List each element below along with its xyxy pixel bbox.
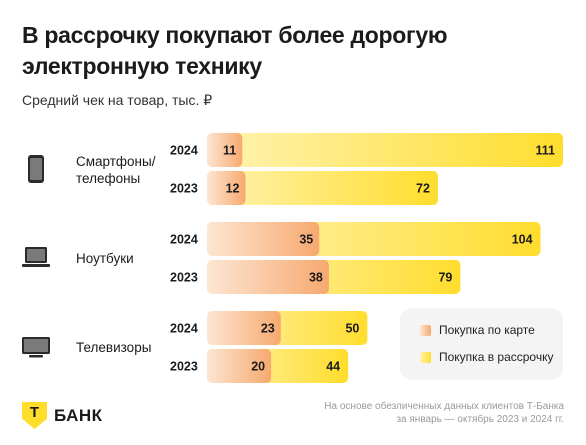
year-label: 2024	[170, 233, 198, 247]
bar-card	[207, 133, 243, 167]
data-label-installment: 79	[438, 271, 452, 285]
laptop-screen	[27, 249, 45, 261]
laptop-base	[22, 264, 50, 267]
shield-icon: Т	[22, 402, 47, 429]
bar-card	[207, 311, 281, 345]
data-label-card: 35	[299, 233, 313, 247]
footnote-line-1: На основе обезличенных данных клиентов Т…	[324, 401, 564, 412]
tv-screen	[24, 339, 48, 352]
data-label-card: 23	[261, 322, 275, 336]
data-label-card: 12	[226, 182, 240, 196]
legend-item-card: Покупка по карте	[420, 323, 535, 337]
legend-swatch-card	[420, 324, 431, 336]
logo-text: БАНК	[54, 405, 103, 425]
category-label: Смартфоны/телефоны	[76, 154, 156, 186]
legend-label-card: Покупка по карте	[439, 323, 535, 337]
year-label: 2023	[170, 182, 198, 196]
year-label: 2023	[170, 360, 198, 374]
legend-swatch-installment	[420, 351, 431, 363]
category-label-line: телефоны	[76, 171, 140, 186]
data-label-installment: 44	[326, 360, 340, 374]
bar-card	[207, 171, 246, 205]
footnote: На основе обезличенных данных клиентов Т…	[304, 400, 564, 426]
data-label-card: 20	[251, 360, 265, 374]
bar-card	[207, 349, 272, 383]
year-label: 2023	[170, 271, 198, 285]
data-label-installment: 111	[536, 144, 556, 158]
data-label-installment: 104	[512, 233, 533, 247]
tv-icon	[22, 337, 50, 358]
year-label: 2024	[170, 322, 198, 336]
data-label-installment: 72	[416, 182, 430, 196]
laptop-icon	[22, 247, 50, 267]
data-label-installment: 50	[345, 322, 359, 336]
chart-subtitle: Средний чек на товар, тыс. ₽	[22, 92, 213, 108]
data-label-card: 38	[309, 271, 323, 285]
tv-stand	[29, 355, 43, 358]
data-label-card: 11	[223, 144, 236, 158]
bar-installment	[207, 171, 438, 205]
chart-title: В рассрочку покупают более дорогую элект…	[22, 22, 448, 79]
smartphone-screen	[30, 158, 42, 180]
category-label: Телевизоры	[76, 340, 151, 355]
tbank-logo: Т БАНК	[22, 402, 103, 429]
category-label: Ноутбуки	[76, 251, 134, 266]
legend: Покупка по карте Покупка в рассрочку	[400, 308, 563, 380]
legend-label-installment: Покупка в рассрочку	[439, 350, 554, 364]
category-label-line: Смартфоны/	[76, 154, 156, 169]
footnote-line-2: за январь — октябрь 2023 и 2024 гг.	[396, 414, 564, 425]
year-label: 2024	[170, 144, 198, 158]
logo-letter: Т	[29, 404, 40, 421]
bar-card	[207, 260, 329, 294]
legend-item-installment: Покупка в рассрочку	[420, 350, 553, 364]
smartphone-icon	[28, 155, 44, 183]
bar-installment	[207, 133, 563, 167]
bar-card	[207, 222, 320, 256]
